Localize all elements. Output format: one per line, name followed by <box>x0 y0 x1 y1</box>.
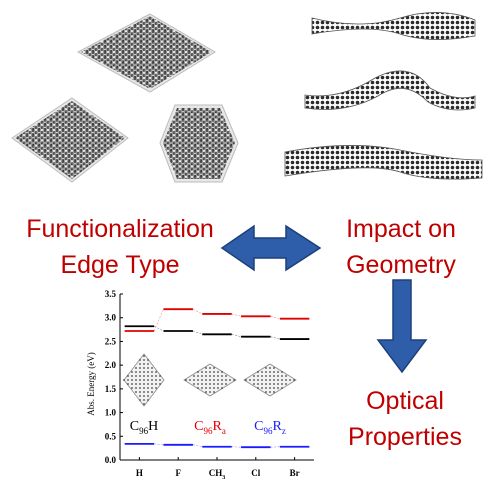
chart-ylabel: Abs. Energy (eV) <box>86 352 96 416</box>
ribbon-side-view-3 <box>284 145 483 180</box>
molecule-illustrations <box>11 12 483 183</box>
mini-flake <box>123 353 165 407</box>
ribbon-side-view-1 <box>311 12 476 40</box>
x-tick-label: CH3 <box>209 468 226 481</box>
x-tick-label: H <box>136 468 143 478</box>
y-tick-label: 0.5 <box>105 431 117 441</box>
mini-flake <box>183 363 237 397</box>
x-tick-label: Br <box>290 468 300 478</box>
abs-energy-chart: Abs. Energy (eV) 0.0 0.5 1.0 1.5 2.0 2.5 3.0 3.… <box>86 289 314 481</box>
label-functionalization-line1: Functionalization <box>26 215 214 243</box>
graphene-flake-right <box>159 104 239 183</box>
chart-legend: C96H C96Ra C96Rz <box>130 419 286 436</box>
label-optical-line2: Properties <box>348 423 462 451</box>
x-tick-label: F <box>175 468 181 478</box>
y-tick-label: 1.5 <box>105 384 117 394</box>
label-functionalization-line2: Edge Type <box>60 251 180 279</box>
series-connector <box>231 313 242 317</box>
chart-marks <box>124 308 310 449</box>
double-arrow-icon <box>220 224 322 272</box>
legend-label: C96Ra <box>194 419 226 436</box>
graphene-flake-left <box>11 97 129 183</box>
y-tick-label: 0.0 <box>105 455 117 465</box>
label-impact-geometry: Impact on Geometry <box>326 214 476 280</box>
chart-axes: 0.0 0.5 1.0 1.5 2.0 2.5 3.0 3.5 H F CH3 Cl Br <box>105 289 314 481</box>
label-optical-properties: Optical Properties <box>340 386 470 452</box>
y-tick-label: 3.0 <box>105 313 117 323</box>
legend-label: C96Rz <box>254 419 286 436</box>
label-impact-line1: Impact on <box>346 215 456 243</box>
y-tick-label: 2.0 <box>105 360 117 370</box>
down-arrow-icon <box>376 279 428 374</box>
y-tick-label: 3.5 <box>105 289 117 299</box>
y-tick-label: 1.0 <box>105 408 117 418</box>
mini-flake <box>243 363 297 397</box>
series-connector <box>192 308 203 315</box>
graphene-flake-top <box>76 13 216 93</box>
label-functionalization: Functionalization Edge Type <box>0 214 240 280</box>
series-connector <box>231 334 242 337</box>
label-impact-line2: Geometry <box>346 251 456 279</box>
series-connector <box>154 325 164 332</box>
series-connector <box>270 316 280 319</box>
series-connector <box>153 309 164 332</box>
chart-molecule-structures <box>123 353 297 407</box>
series-connector <box>270 336 280 340</box>
x-tick-label: Cl <box>251 468 260 478</box>
series-connector <box>154 443 164 446</box>
y-tick-label: 2.5 <box>105 336 117 346</box>
label-optical-line1: Optical <box>366 387 444 415</box>
legend-label: C96H <box>130 419 158 436</box>
ribbon-side-view-2 <box>304 70 476 111</box>
series-connector <box>192 444 203 448</box>
series-connector <box>192 330 203 335</box>
